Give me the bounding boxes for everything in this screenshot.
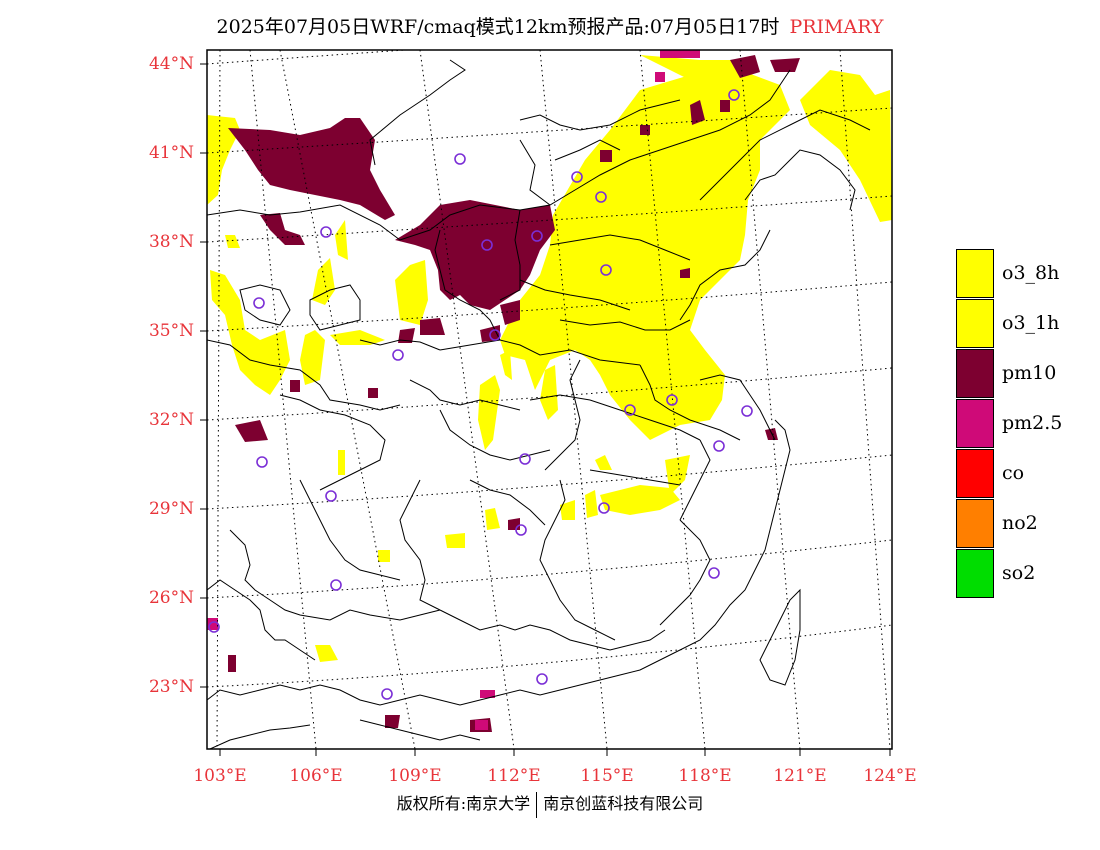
lat-label-41: 41°N: [148, 143, 194, 163]
lat-label-32: 32°N: [148, 410, 194, 430]
lat-label-35: 35°N: [148, 321, 194, 341]
lat-label-44: 44°N: [148, 54, 194, 74]
lon-label-124: 124°E: [863, 766, 917, 786]
pm25-areas: [207, 50, 700, 730]
lon-label-103: 103°E: [193, 766, 247, 786]
legend-swatch: [956, 499, 994, 548]
legend-label: so2: [1002, 562, 1036, 584]
legend-item-o3-8h: o3_8h: [956, 249, 1096, 299]
legend-swatch: [956, 349, 994, 398]
lat-label-38: 38°N: [148, 232, 194, 252]
lon-label-118: 118°E: [678, 766, 732, 786]
legend-swatch: [956, 449, 994, 498]
boundaries: [207, 59, 871, 749]
copyright-right: 南京创蓝科技有限公司: [543, 794, 704, 813]
legend-item-o3-1h: o3_1h: [956, 299, 1096, 349]
legend-swatch: [956, 549, 994, 598]
axis-ticks: [200, 63, 891, 756]
map-title: 2025年07月05日WRF/cmaq模式12km预报产品:07月05日17时 P…: [0, 12, 1100, 39]
legend-item-pm10: pm10: [956, 349, 1096, 399]
lon-label-109: 109°E: [388, 766, 442, 786]
title-primary-tag: PRIMARY: [789, 16, 884, 38]
map-frame: [206, 49, 893, 750]
legend-swatch: [956, 299, 994, 348]
station-markers: [208, 89, 753, 700]
title-text: 2025年07月05日WRF/cmaq模式12km预报产品:07月05日17时: [216, 16, 780, 38]
lat-label-26: 26°N: [148, 588, 194, 608]
legend-label: co: [1002, 462, 1025, 484]
pollutant-legend: o3_8h o3_1h pm10 pm2.5 co no2 so2: [956, 249, 1096, 599]
copyright-left: 版权所有:南京大学: [396, 794, 531, 813]
lon-label-121: 121°E: [773, 766, 827, 786]
legend-label: no2: [1002, 512, 1038, 534]
o3-areas: [207, 55, 892, 662]
copyright-divider: [536, 791, 538, 818]
legend-label: pm10: [1002, 362, 1057, 384]
legend-label: o3_8h: [1002, 262, 1060, 284]
legend-swatch: [956, 249, 994, 298]
lon-label-112: 112°E: [487, 766, 541, 786]
lat-label-23: 23°N: [148, 677, 194, 697]
pollutant-fields: [207, 50, 892, 732]
legend-label: o3_1h: [1002, 312, 1060, 334]
lat-label-29: 29°N: [148, 499, 194, 519]
legend-item-no2: no2: [956, 499, 1096, 549]
legend-item-co: co: [956, 449, 1096, 499]
legend-swatch: [956, 399, 994, 448]
graticule: [207, 50, 892, 749]
legend-item-pm25: pm2.5: [956, 399, 1096, 449]
lon-label-115: 115°E: [580, 766, 634, 786]
legend-label: pm2.5: [1002, 412, 1063, 434]
legend-item-so2: so2: [956, 549, 1096, 599]
copyright-footer: 版权所有:南京大学 南京创蓝科技有限公司: [0, 790, 1100, 818]
lon-label-106: 106°E: [289, 766, 343, 786]
